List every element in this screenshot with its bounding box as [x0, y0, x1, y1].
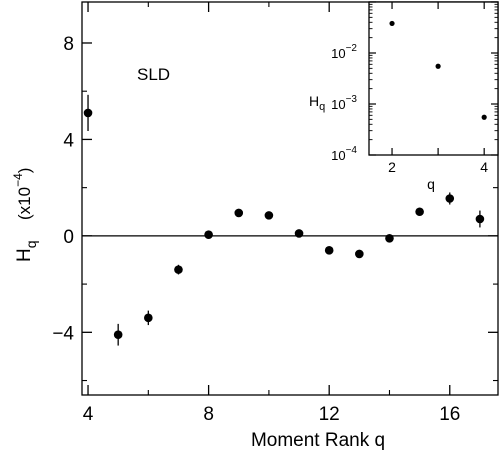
- inset-ticks: 2 410−410−310−2: [331, 1, 498, 175]
- y-axis-label-sub: q: [23, 240, 39, 248]
- data-point: [475, 214, 485, 224]
- inset-y-axis-label-sub: q: [319, 101, 325, 113]
- x-tick-label: 16: [439, 404, 460, 425]
- inset-plot-frame: [368, 1, 499, 156]
- inset-y-tick-mantissa: 10: [331, 97, 345, 112]
- data-point: [83, 108, 93, 118]
- data-point: [264, 211, 274, 220]
- y-axis-scale-suffix: ): [15, 168, 34, 174]
- x-tick-label: 4: [83, 404, 94, 425]
- data-point: [415, 207, 424, 217]
- data-point: [324, 246, 334, 255]
- main-points: [83, 94, 485, 346]
- x-axis-label: Moment Rank q: [251, 430, 385, 451]
- data-point: [234, 208, 244, 218]
- inset-x-tick-label: 2: [388, 159, 396, 175]
- inset-y-axis-label: Hq: [309, 93, 325, 113]
- main-plot-frame: [81, 1, 499, 396]
- inset-y-tick-exponent: −2: [346, 43, 358, 54]
- svg-text:Hq: Hq: [14, 240, 39, 262]
- x-tick-label: 12: [319, 404, 340, 425]
- data-point: [355, 249, 364, 259]
- inset-data-point: [481, 114, 487, 120]
- y-tick-label: 0: [63, 227, 74, 248]
- data-point: [113, 330, 123, 340]
- data-point: [294, 229, 304, 238]
- y-tick-label: 8: [63, 34, 74, 55]
- data-point: [144, 313, 153, 323]
- inset-y-axis-label-main: H: [309, 93, 319, 109]
- y-axis-label-main: H: [14, 248, 35, 262]
- y-axis-scale-prefix: (x10: [15, 187, 34, 220]
- y-tick-label: 4: [63, 130, 74, 151]
- data-point: [204, 230, 213, 239]
- inset-points: [389, 20, 487, 120]
- svg-text:(x10−4): (x10−4): [11, 168, 34, 220]
- data-point: [174, 265, 183, 274]
- y-tick-label: −4: [52, 323, 74, 344]
- inset-y-tick-label: 10−3: [331, 94, 357, 112]
- inset-x-tick-label: 4: [480, 159, 488, 175]
- y-axis-label: Hq (x10−4): [11, 168, 39, 262]
- sld-annotation: SLD: [137, 65, 170, 84]
- inset-y-tick-label: 10−4: [331, 145, 357, 163]
- data-point: [445, 194, 455, 203]
- y-axis-scale-exponent: −4: [11, 173, 25, 187]
- inset-y-tick-mantissa: 10: [331, 46, 345, 61]
- data-point: [385, 233, 394, 243]
- inset-y-tick-exponent: −4: [346, 145, 358, 156]
- inset-x-axis-label: q: [427, 176, 435, 192]
- inset-y-tick-exponent: −3: [346, 94, 358, 105]
- inset-plot: 2 410−410−310−2 Hq q: [309, 1, 499, 192]
- inset-data-point: [389, 20, 395, 27]
- x-tick-label: 8: [203, 404, 214, 425]
- inset-data-point: [435, 63, 441, 69]
- inset-y-tick-label: 10−2: [331, 43, 357, 61]
- inset-y-tick-mantissa: 10: [331, 148, 345, 163]
